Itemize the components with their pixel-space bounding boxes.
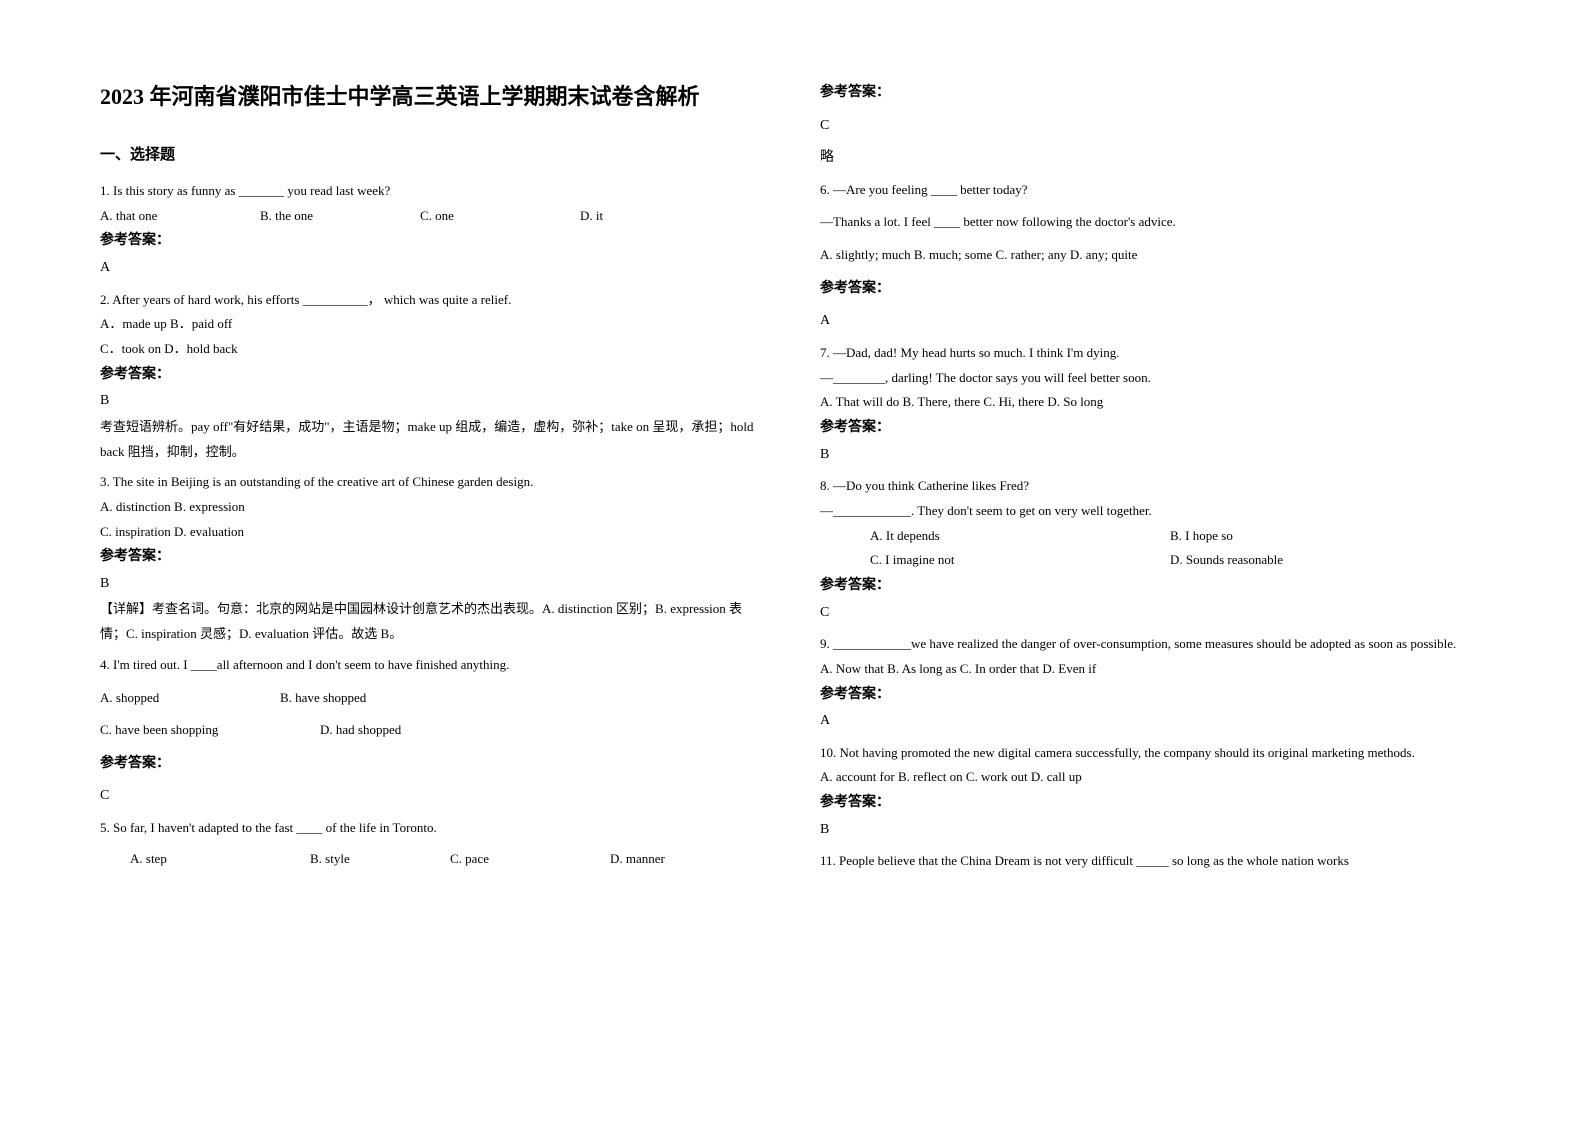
document-title: 2023 年河南省濮阳市佳士中学高三英语上学期期末试卷含解析 (100, 80, 760, 113)
question-9: 9. ____________we have realized the dang… (820, 632, 1480, 735)
question-1: 1. Is this story as funny as _______ you… (100, 179, 760, 282)
q10-text: 10. Not having promoted the new digital … (820, 741, 1480, 766)
q2-text: 2. After years of hard work, his efforts… (100, 288, 760, 313)
q1-text: 1. Is this story as funny as _______ you… (100, 179, 760, 204)
q3-opts2: C. inspiration D. evaluation (100, 520, 760, 545)
q9-text: 9. ____________we have realized the dang… (820, 632, 1480, 657)
q4-answer-label: 参考答案： (100, 751, 760, 778)
q8-opts-row1: A. It depends B. I hope so (820, 524, 1480, 549)
question-7: 7. —Dad, dad! My head hurts so much. I t… (820, 341, 1480, 468)
q8-line2: —____________. They don't seem to get on… (820, 499, 1480, 524)
q5-opt-d: D. manner (610, 847, 665, 872)
q8-opt-a: A. It depends (870, 524, 1170, 549)
q1-answer-label: 参考答案： (100, 228, 760, 255)
question-11: 11. People believe that the China Dream … (820, 849, 1480, 874)
question-5: 5. So far, I haven't adapted to the fast… (100, 816, 760, 871)
q5-note: 略 (820, 145, 1480, 172)
q5-options: A. step B. style C. pace D. manner (100, 847, 760, 872)
question-4: 4. I'm tired out. I ____all afternoon an… (100, 653, 760, 810)
q3-explanation: 【详解】考查名词。句意：北京的网站是中国园林设计创意艺术的杰出表现。A. dis… (100, 597, 760, 646)
q9-options: A. Now that B. As long as C. In order th… (820, 657, 1480, 682)
q3-text: 3. The site in Beijing is an outstanding… (100, 470, 760, 495)
q4-text: 4. I'm tired out. I ____all afternoon an… (100, 653, 760, 678)
q1-answer: A (100, 255, 760, 282)
q2-answer-label: 参考答案： (100, 362, 760, 389)
q6-options: A. slightly; much B. much; some C. rathe… (820, 243, 1480, 268)
question-2: 2. After years of hard work, his efforts… (100, 288, 760, 465)
q11-text: 11. People believe that the China Dream … (820, 849, 1480, 874)
q2-opts2: C．took on D．hold back (100, 337, 760, 362)
page-container: 2023 年河南省濮阳市佳士中学高三英语上学期期末试卷含解析 一、选择题 1. … (0, 0, 1587, 960)
q6-line1: 6. —Are you feeling ____ better today? (820, 178, 1480, 203)
q4-opt-a: A. shopped (100, 686, 280, 711)
q8-answer-label: 参考答案： (820, 573, 1480, 600)
q5-opt-c: C. pace (450, 847, 610, 872)
q5-opt-b: B. style (310, 847, 450, 872)
q7-answer-label: 参考答案： (820, 415, 1480, 442)
q4-opt-c: C. have been shopping (100, 718, 320, 743)
q4-opt-b: B. have shopped (280, 686, 366, 711)
q4-opts2: C. have been shopping D. had shopped (100, 718, 760, 743)
q6-answer-label: 参考答案： (820, 276, 1480, 303)
q8-opt-d: D. Sounds reasonable (1170, 548, 1283, 573)
q10-answer: B (820, 817, 1480, 844)
question-6: 6. —Are you feeling ____ better today? —… (820, 178, 1480, 335)
question-8: 8. —Do you think Catherine likes Fred? —… (820, 474, 1480, 626)
q5-answer: C (820, 113, 1480, 140)
q8-opt-b: B. I hope so (1170, 524, 1233, 549)
q6-line2: —Thanks a lot. I feel ____ better now fo… (820, 210, 1480, 235)
q2-opts1: A．made up B．paid off (100, 312, 760, 337)
q5-opt-a: A. step (130, 847, 310, 872)
q10-answer-label: 参考答案： (820, 790, 1480, 817)
q1-opt-c: C. one (420, 204, 580, 229)
q3-answer-label: 参考答案： (100, 544, 760, 571)
q8-answer: C (820, 600, 1480, 627)
section-heading: 一、选择题 (100, 143, 760, 164)
q3-answer: B (100, 571, 760, 598)
q9-answer: A (820, 708, 1480, 735)
q7-answer: B (820, 442, 1480, 469)
left-column: 2023 年河南省濮阳市佳士中学高三英语上学期期末试卷含解析 一、选择题 1. … (100, 80, 760, 880)
q1-options: A. that one B. the one C. one D. it (100, 204, 760, 229)
q4-answer: C (100, 783, 760, 810)
q3-opts1: A. distinction B. expression (100, 495, 760, 520)
q5-answer-label: 参考答案： (820, 80, 1480, 107)
q7-line1: 7. —Dad, dad! My head hurts so much. I t… (820, 341, 1480, 366)
question-3: 3. The site in Beijing is an outstanding… (100, 470, 760, 647)
q2-explanation: 考查短语辨析。pay off"有好结果，成功"，主语是物；make up 组成，… (100, 415, 760, 464)
q1-opt-b: B. the one (260, 204, 420, 229)
question-10: 10. Not having promoted the new digital … (820, 741, 1480, 844)
q4-opt-d: D. had shopped (320, 718, 401, 743)
q4-opts1: A. shopped B. have shopped (100, 686, 760, 711)
q5-text: 5. So far, I haven't adapted to the fast… (100, 816, 760, 841)
q8-opt-c: C. I imagine not (870, 548, 1170, 573)
q1-opt-d: D. it (580, 204, 603, 229)
q7-options: A. That will do B. There, there C. Hi, t… (820, 390, 1480, 415)
q9-answer-label: 参考答案： (820, 682, 1480, 709)
right-column: 参考答案： C 略 6. —Are you feeling ____ bette… (820, 80, 1480, 880)
q8-line1: 8. —Do you think Catherine likes Fred? (820, 474, 1480, 499)
q7-line2: —________, darling! The doctor says you … (820, 366, 1480, 391)
q10-options: A. account for B. reflect on C. work out… (820, 765, 1480, 790)
q8-opts-row2: C. I imagine not D. Sounds reasonable (820, 548, 1480, 573)
q6-answer: A (820, 308, 1480, 335)
q1-opt-a: A. that one (100, 204, 260, 229)
q2-answer: B (100, 388, 760, 415)
